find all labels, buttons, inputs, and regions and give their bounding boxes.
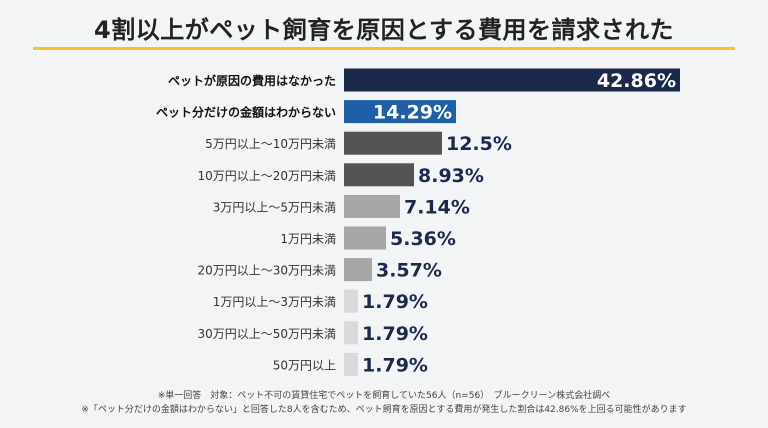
value-label: 12.5% <box>446 133 512 155</box>
value-label: 8.93% <box>418 165 484 187</box>
category-label: 1万円以上～3万円未満 <box>213 295 336 309</box>
category-label: 5万円以上～10万円未満 <box>205 137 336 151</box>
bar <box>344 226 387 250</box>
chart-title: 4割以上がペット飼育を原因とする費用を請求された <box>94 16 674 44</box>
category-label: 50万円以上 <box>273 358 336 372</box>
category-label: 20万円以上～30万円未満 <box>197 264 336 278</box>
value-label: 1.79% <box>362 323 428 345</box>
bar <box>344 352 359 376</box>
category-label: ペットが原因の費用はなかった <box>168 73 336 88</box>
category-label: 10万円以上～20万円未満 <box>197 169 336 183</box>
bar <box>344 289 359 313</box>
bar <box>344 68 680 92</box>
bar-chart: ペットが原因の費用はなかった 42.86% ペット分だけの金額はわからない 14.29… <box>156 68 680 376</box>
value-label: 5.36% <box>390 228 456 250</box>
category-label: 1万円未満 <box>280 232 336 246</box>
category-label: ペット分だけの金額はわからない <box>156 105 336 120</box>
value-label: 42.86% <box>597 70 676 92</box>
title-underline <box>33 47 735 50</box>
category-label: 30万円以上～50万円未満 <box>197 327 336 341</box>
value-label: 7.14% <box>404 196 470 218</box>
category-label: 3万円以上～5万円未満 <box>213 200 336 214</box>
bar <box>344 163 415 187</box>
bar <box>344 194 400 218</box>
value-label: 1.79% <box>362 354 428 376</box>
footnote-caveat: ※「ペット分だけの金額はわからない」と回答した8人を含むため、ペット飼育を原因と… <box>81 405 687 415</box>
bar <box>344 100 457 124</box>
bar <box>344 258 372 282</box>
value-label: 1.79% <box>362 291 428 313</box>
value-label: 3.57% <box>376 260 442 282</box>
value-label: 14.29% <box>373 102 452 124</box>
footnote-survey: ※単一回答 対象：ペット不可の賃貸住宅でペットを飼育していた56人（n=56） … <box>157 391 611 401</box>
bar <box>344 131 442 155</box>
bar <box>344 321 359 345</box>
